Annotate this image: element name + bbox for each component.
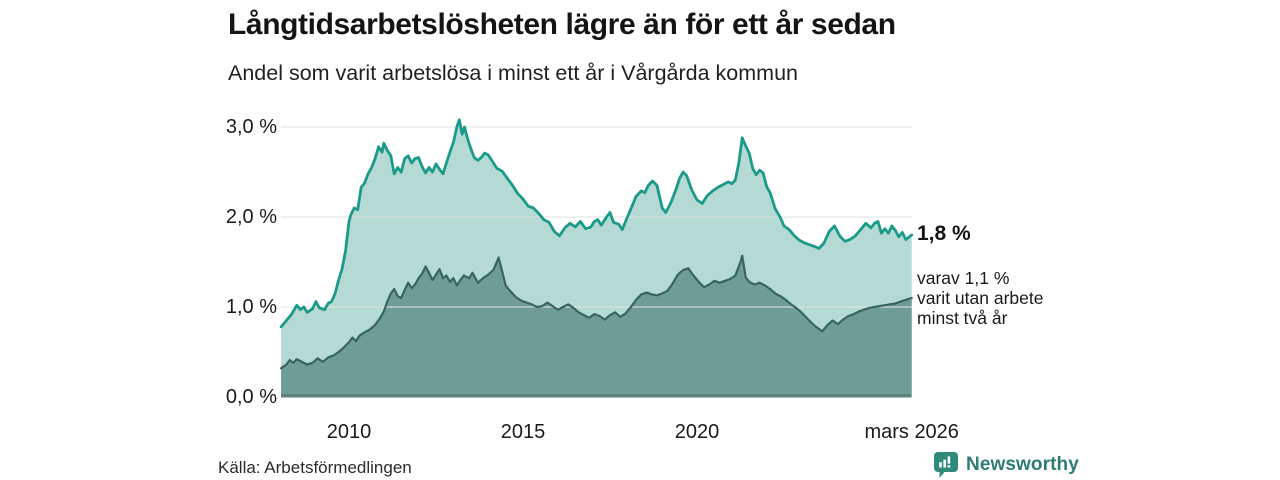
x-axis-tick-label: mars 2026 bbox=[864, 421, 959, 443]
source-text: Källa: Arbetsförmedlingen bbox=[218, 458, 412, 477]
y-axis-tick-label: 3,0 % bbox=[225, 116, 277, 138]
latest-value-label: 1,8 % bbox=[917, 222, 971, 245]
x-axis-tick-label: 2015 bbox=[500, 421, 546, 443]
newsworthy-brand-text: Newsworthy bbox=[966, 454, 1079, 475]
y-axis-tick-label: 2,0 % bbox=[225, 206, 277, 228]
x-axis-tick-label: 2020 bbox=[674, 421, 720, 443]
x-axis-tick-label: 2010 bbox=[326, 421, 372, 443]
page-title: Långtidsarbetslösheten lägre än för ett … bbox=[228, 8, 896, 41]
page-subtitle: Andel som varit arbetslösa i minst ett å… bbox=[228, 61, 798, 85]
newsworthy-brand: Newsworthy bbox=[933, 450, 1079, 480]
y-axis-tick-label: 0,0 % bbox=[225, 386, 277, 408]
sub-series-annotation: varav 1,1 % varit utan arbete minst två … bbox=[917, 268, 1044, 328]
newsworthy-logo-icon bbox=[934, 452, 958, 478]
y-axis-tick-label: 1,0 % bbox=[225, 296, 277, 318]
